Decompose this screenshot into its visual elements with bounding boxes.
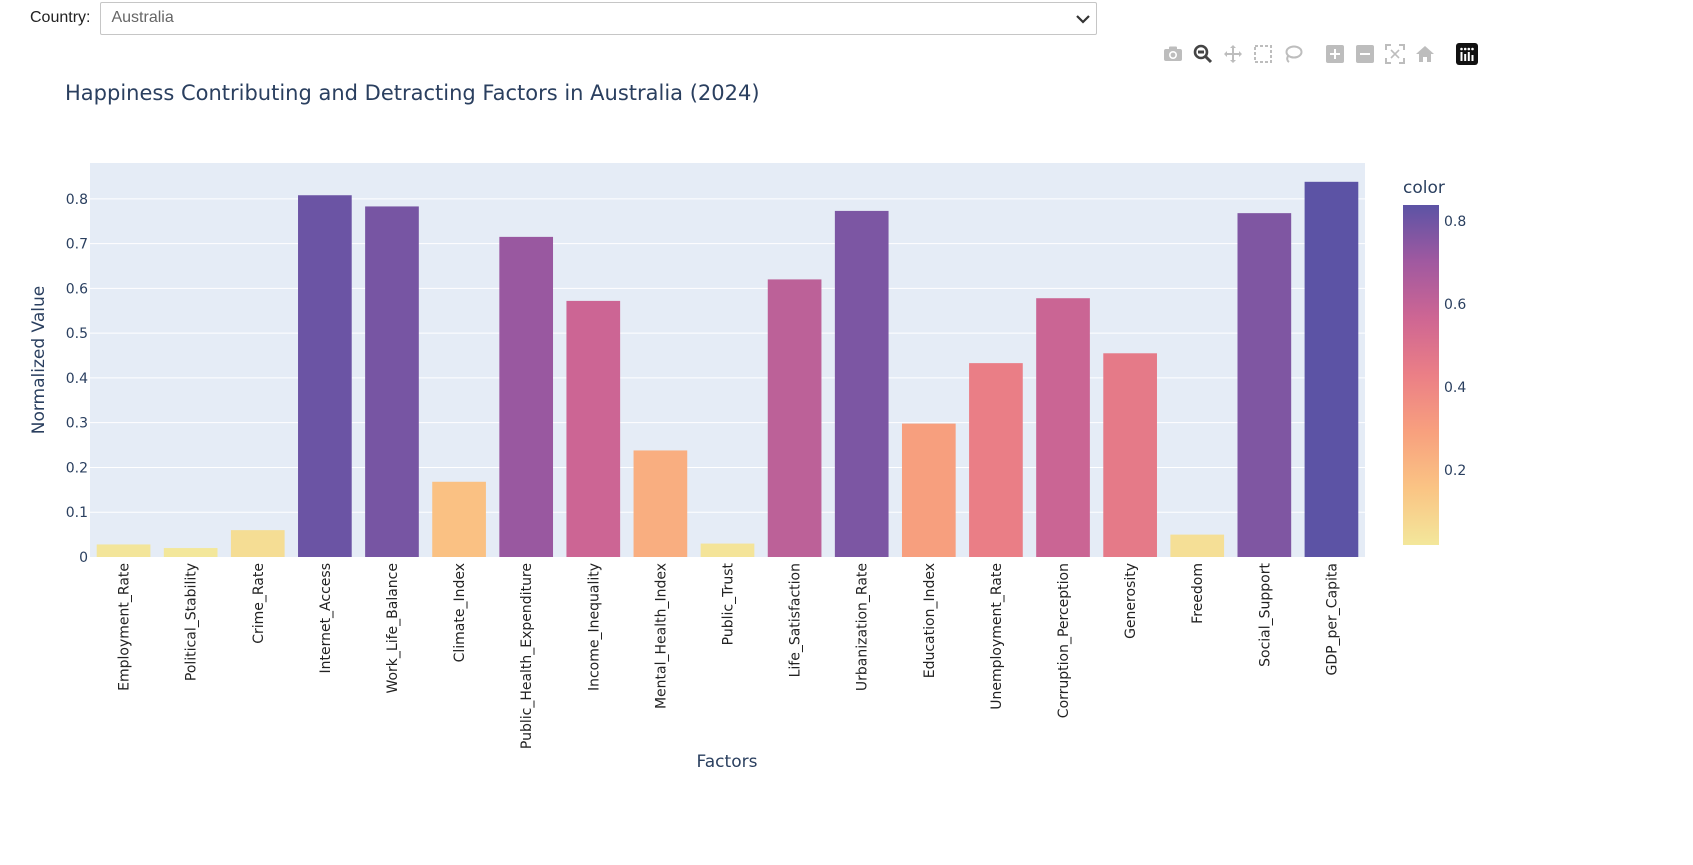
zoom-in-icon[interactable] xyxy=(1324,43,1346,65)
bar xyxy=(1237,213,1292,558)
zoom-out-icon[interactable] xyxy=(1354,43,1376,65)
x-tick-label: Life_Satisfaction xyxy=(788,563,804,677)
x-tick-label: Public_Trust xyxy=(721,562,737,645)
plot-background xyxy=(90,163,1365,557)
colorbar-tick-label: 0.2 xyxy=(1444,463,1466,479)
box-select-icon[interactable] xyxy=(1252,43,1274,65)
plotly-logo-icon[interactable] xyxy=(1456,43,1478,65)
pan-icon[interactable] xyxy=(1222,43,1244,65)
bar xyxy=(767,279,822,557)
y-tick-label: 0.4 xyxy=(66,371,88,387)
colorbar-tick-label: 0.6 xyxy=(1444,297,1466,313)
zoom-icon[interactable] xyxy=(1192,43,1214,65)
chart-title: Happiness Contributing and Detracting Fa… xyxy=(65,81,760,105)
y-tick-label: 0.1 xyxy=(66,505,88,521)
country-dropdown[interactable]: Australia xyxy=(100,1,1098,35)
x-tick-label: Employment_Rate xyxy=(117,563,133,691)
y-tick-label: 0 xyxy=(79,550,88,566)
x-tick-label: Corruption_Perception xyxy=(1056,563,1072,718)
y-tick-label: 0.8 xyxy=(66,192,88,208)
x-tick-label: Public_Health_Expenditure xyxy=(519,563,535,749)
x-tick-label: Generosity xyxy=(1123,563,1139,639)
bar xyxy=(1304,181,1359,557)
y-tick-label: 0.2 xyxy=(66,460,88,476)
lasso-icon[interactable] xyxy=(1282,43,1304,65)
y-tick-label: 0.7 xyxy=(66,237,88,253)
bar xyxy=(1103,353,1157,557)
y-axis-title: Normalized Value xyxy=(29,286,49,435)
bar xyxy=(96,544,151,557)
country-filter: Country: Australia xyxy=(30,0,1098,36)
autoscale-icon[interactable] xyxy=(1384,43,1406,65)
camera-icon[interactable] xyxy=(1162,43,1184,65)
x-axis-title: Factors xyxy=(697,752,758,772)
x-tick-label: Social_Support xyxy=(1257,562,1273,666)
bar xyxy=(298,195,352,557)
bar xyxy=(163,548,218,557)
x-tick-label: Political_Stability xyxy=(184,563,200,681)
bar xyxy=(633,450,688,557)
country-label: Country: xyxy=(30,9,91,26)
country-dropdown-value: Australia xyxy=(111,9,174,26)
bar xyxy=(499,236,554,557)
x-tick-label: Unemployment_Rate xyxy=(989,563,1005,710)
x-tick-label: Education_Index xyxy=(922,563,938,678)
x-tick-label: Mental_Health_Index xyxy=(653,563,669,709)
x-tick-label: Climate_Index xyxy=(452,563,468,662)
x-tick-label: Freedom xyxy=(1190,563,1206,624)
y-tick-label: 0.5 xyxy=(66,326,88,342)
bar xyxy=(432,481,486,557)
y-tick-label: 0.3 xyxy=(66,416,88,432)
x-tick-label: Internet_Access xyxy=(318,563,334,674)
bar xyxy=(566,300,621,557)
bar xyxy=(365,206,419,557)
y-tick-label: 0.6 xyxy=(66,281,88,297)
x-tick-label: Work_Life_Balance xyxy=(385,563,401,694)
chart-modebar xyxy=(1158,42,1482,66)
colorbar-tick-label: 0.4 xyxy=(1444,380,1466,396)
bar xyxy=(969,363,1023,557)
reset-axes-icon[interactable] xyxy=(1414,43,1436,65)
x-tick-label: Income_Inequality xyxy=(586,563,602,691)
bar xyxy=(901,423,956,557)
bar xyxy=(834,210,889,558)
x-tick-label: GDP_per_Capita xyxy=(1324,563,1340,676)
bar xyxy=(700,543,755,557)
bar xyxy=(1170,534,1225,557)
x-tick-label: Urbanization_Rate xyxy=(855,563,871,691)
colorbar-title: color xyxy=(1403,178,1445,198)
x-tick-label: Crime_Rate xyxy=(251,563,267,644)
chevron-down-icon xyxy=(1076,14,1091,24)
bar xyxy=(230,530,285,557)
bar xyxy=(1036,298,1090,557)
colorbar xyxy=(1403,205,1439,545)
colorbar-tick-label: 0.8 xyxy=(1444,214,1466,230)
